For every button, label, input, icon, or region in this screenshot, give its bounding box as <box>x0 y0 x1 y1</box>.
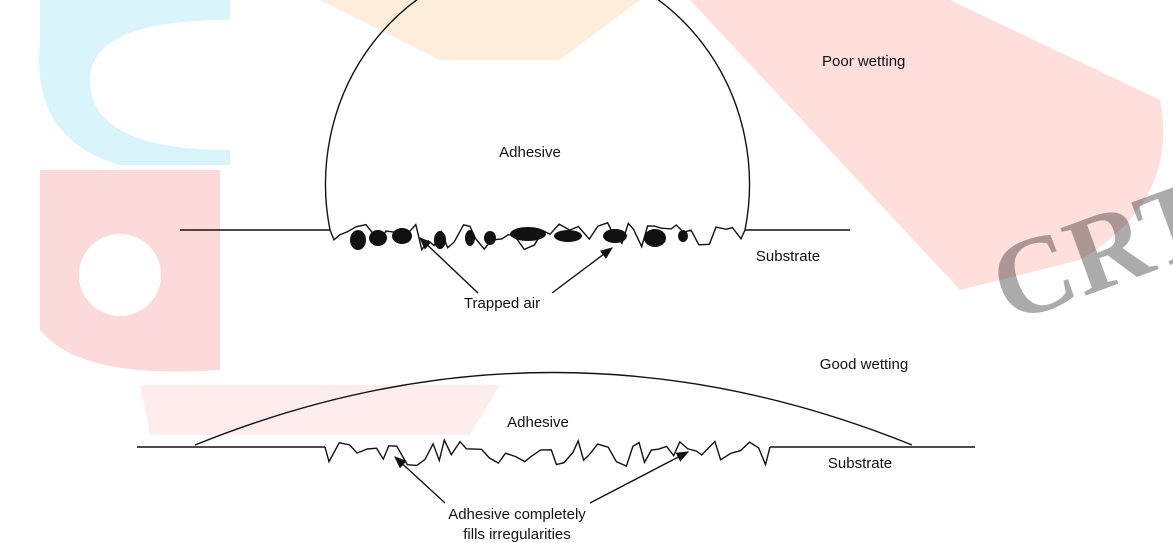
air-pocket <box>369 230 387 246</box>
label: Substrate <box>756 248 820 265</box>
air-pocket <box>510 227 546 241</box>
arrow <box>590 452 688 503</box>
label: Adhesive <box>507 414 569 431</box>
label: Poor wetting <box>822 53 905 70</box>
watermark-shapes <box>39 0 1163 435</box>
air-pocket <box>603 229 627 243</box>
air-pocket <box>350 230 366 250</box>
label: Trapped air <box>464 295 540 312</box>
air-pocket <box>678 230 688 242</box>
rough-surface <box>325 440 770 466</box>
label: Adhesive <box>499 144 561 161</box>
air-pocket <box>465 230 475 246</box>
arrow <box>552 248 612 293</box>
air-pocket <box>554 230 582 242</box>
air-pocket <box>392 228 412 244</box>
label: Good wetting <box>820 356 908 373</box>
air-pocket <box>644 229 666 247</box>
label: Substrate <box>828 455 892 472</box>
air-pocket <box>434 231 446 249</box>
label: Adhesive completely <box>448 506 586 523</box>
diagram: CRT Poor wetting Adhesive Substrate Trap… <box>0 0 1173 543</box>
label: fills irregularities <box>463 526 571 543</box>
air-pocket <box>484 231 496 245</box>
